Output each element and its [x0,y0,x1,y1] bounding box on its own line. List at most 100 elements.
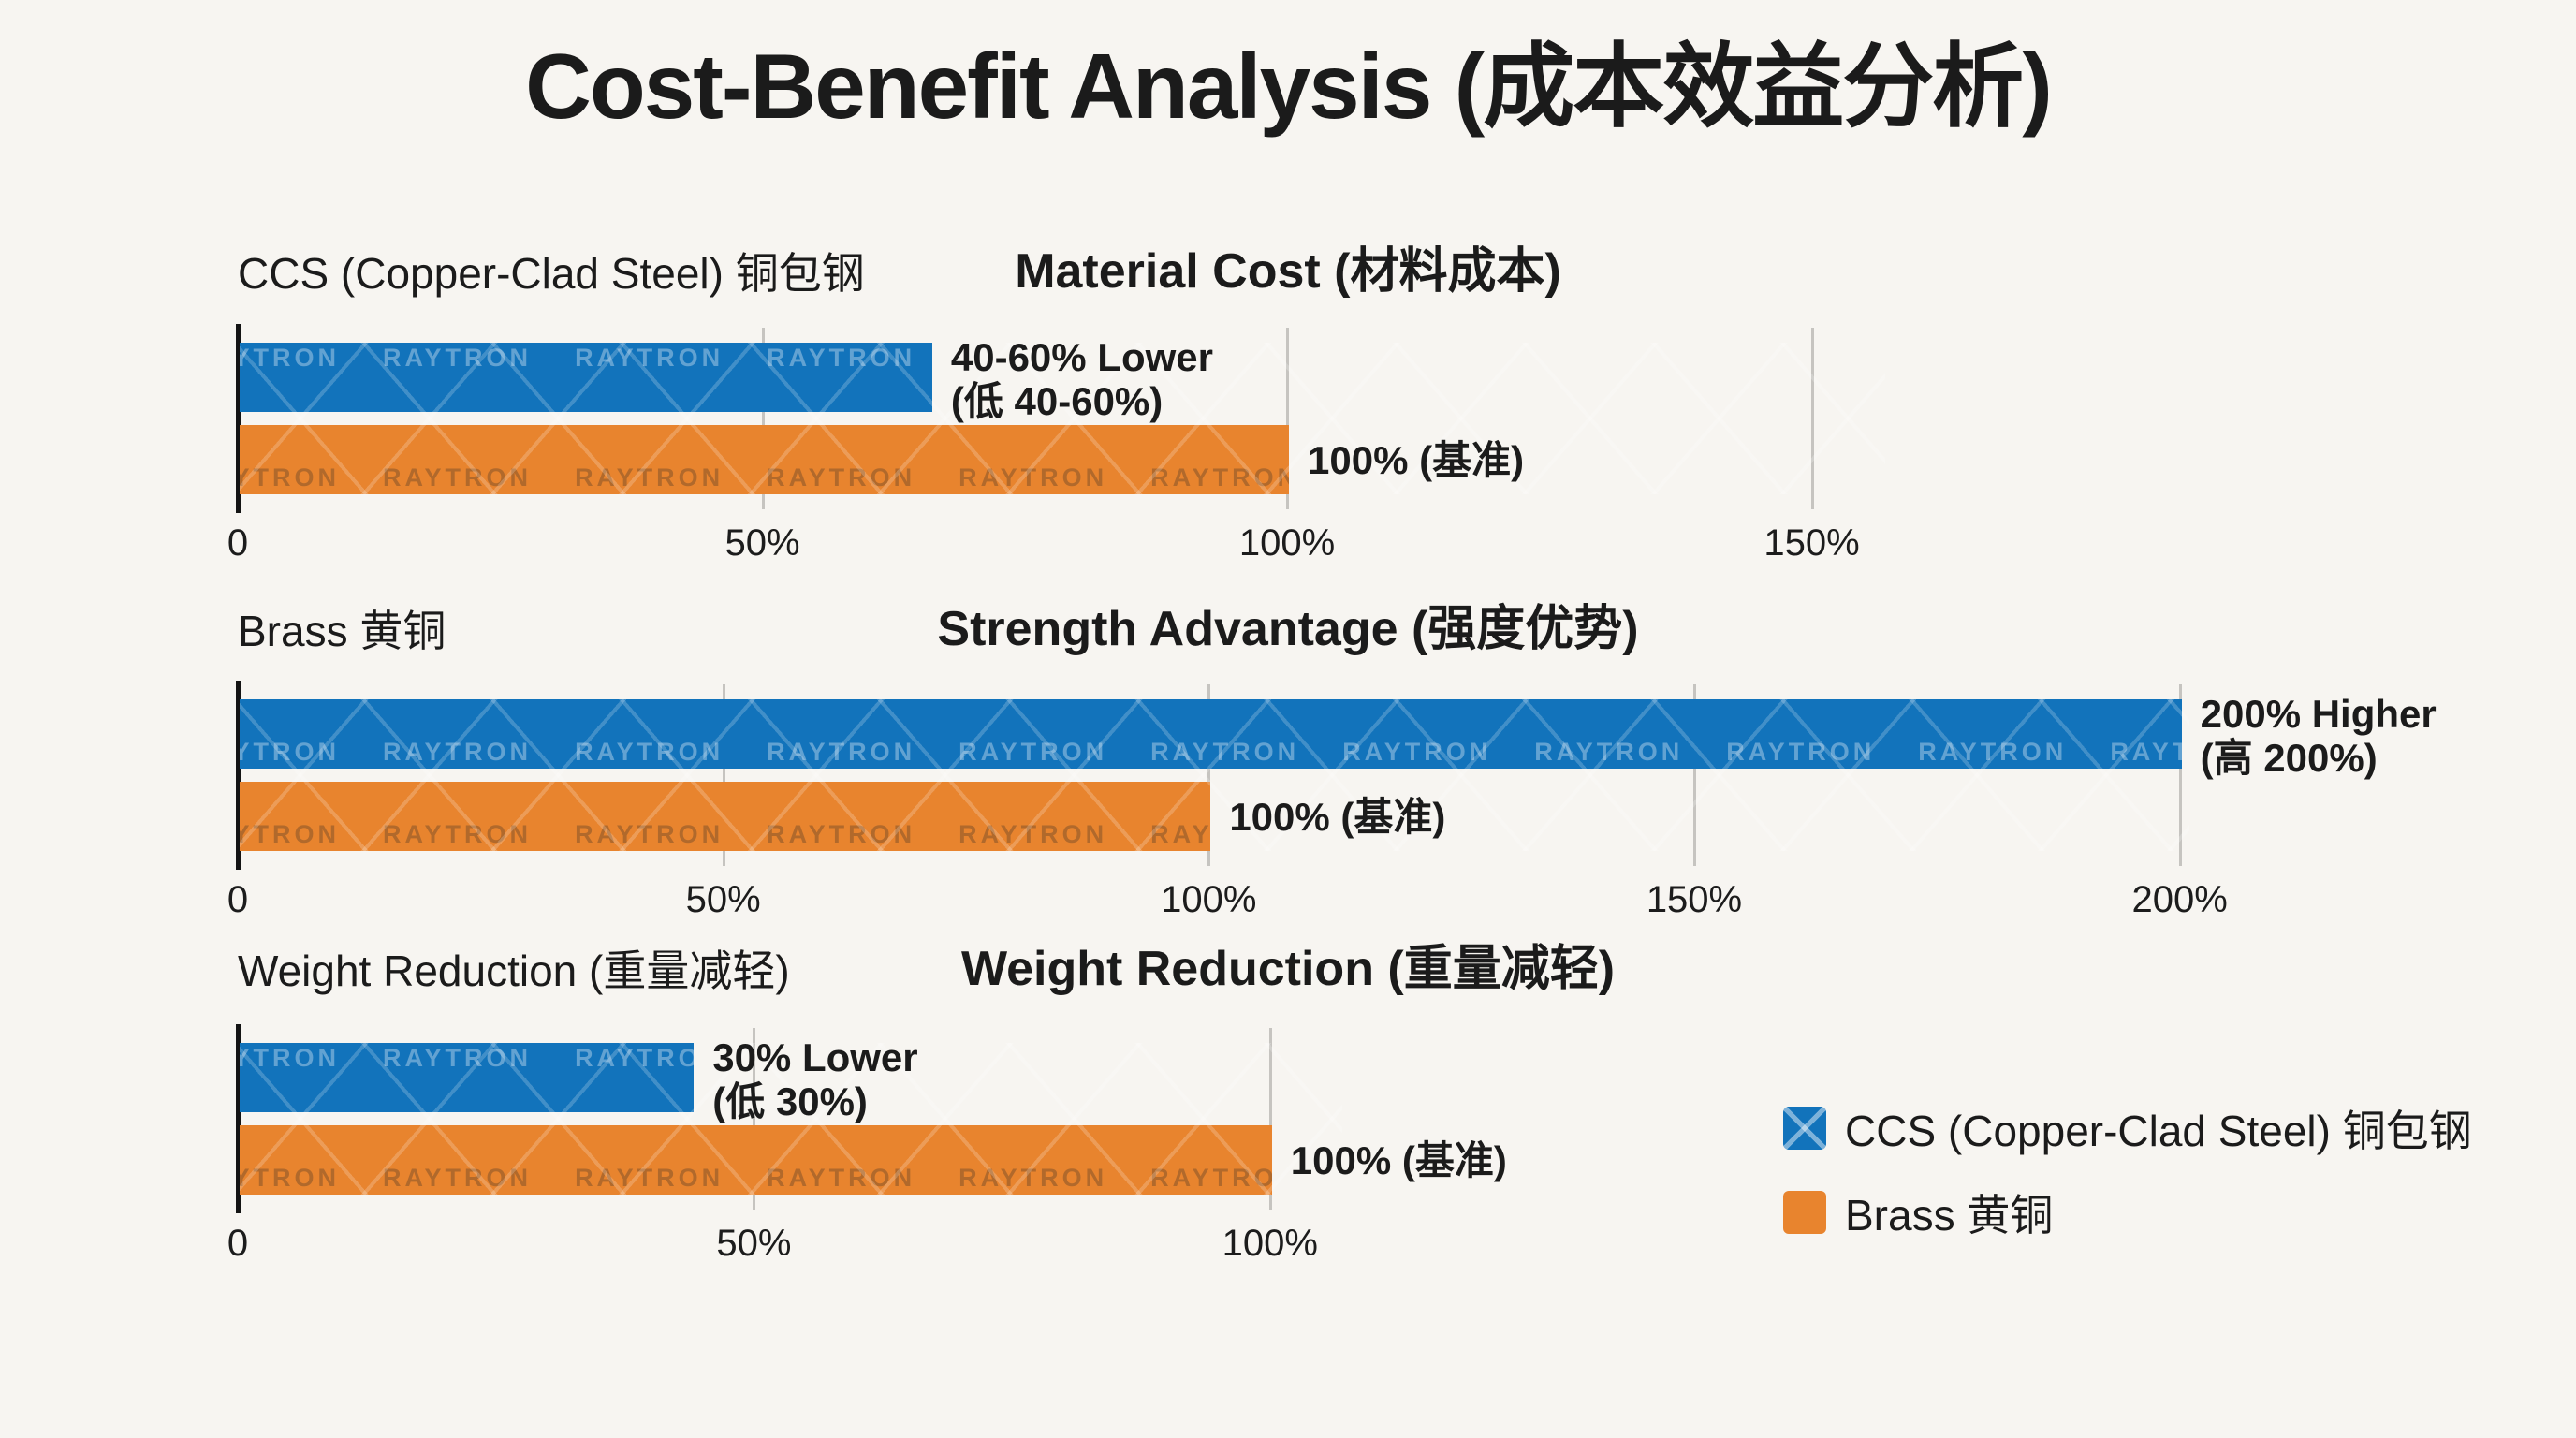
watermark-word: RAYTRON [575,463,724,492]
bar-value-line: 30% Lower [712,1035,918,1079]
watermark-word: RAYTRON [383,463,533,492]
gridline [1268,1028,1272,1210]
watermark-word: RAYTRON [767,820,916,848]
watermark-word: RAYTRON [575,344,724,372]
watermark-word: RAYTRON [959,1164,1108,1192]
watermark-word: RAYTRON [767,738,916,766]
watermark-word: RAYTRON [575,1044,695,1072]
bar-value-line: 200% Higher [2200,692,2437,736]
watermark-word: RAYTRON [2110,738,2181,766]
tick-label: 150% [1764,522,1860,564]
legend-swatch-ccs [1783,1107,1826,1150]
watermark-word: RAYTRON [959,463,1108,492]
watermark-word: RAYTRON [240,463,341,492]
bar-value-label: 100% (基准) [1229,795,1445,839]
row-label: CCS (Copper-Clad Steel) 铜包钢 [238,249,865,298]
bar-brass: RAYTRON RAYTRON RAYTRON RAYTRON RAYTRON RAYTR… [240,425,1290,494]
watermark-word: RAYTRON [1150,738,1300,766]
watermark-word: RAYTRON [767,344,916,372]
gridline [1810,328,1814,509]
watermark-text: RAYTRON RAYTRON RAYTRON RAYTRON RAYTRON RAYTR… [240,1166,1272,1191]
watermark-word: RAYTRON [240,820,341,848]
legend-item-brass: Brass 黄铜 [1783,1181,2472,1243]
watermark-word: RAYTRON [383,820,533,848]
axis-line [236,1024,241,1213]
plot-area: 050%100%RAYTRONRAYTRONRAYTRONRAYTRONRAYT… [227,1024,1507,1264]
watermark-word: RAYTRON [240,1164,341,1192]
tick-label: 100% [1222,1223,1318,1264]
axis-line [236,681,241,870]
tick-label: 0 [227,1223,249,1264]
bar-brass: RAYTRON RAYTRON RAYTRON RAYTRON RAYTRON RAYTR… [240,782,1211,851]
watermark-word: RAYTRON [1534,738,1684,766]
watermark-word: RAYTRON [240,344,341,372]
chart-title: Weight Reduction (重量减轻) [960,942,1616,996]
bar-value-line: (高 200%) [2200,736,2378,781]
watermark-word: RAYTRON [1150,1164,1272,1192]
gridline [2178,684,2182,866]
bar-value-line: (低 40-60%) [950,379,1164,424]
bar-value-line: (低 30%) [712,1079,868,1124]
gridline [1208,684,1211,866]
gridline [1692,684,1696,866]
page-title: Cost-Benefit Analysis (成本效益分析) [525,35,2053,138]
row-label: Weight Reduction (重量减轻) [238,946,790,995]
bar-value-line: 40-60% Lower [950,335,1213,379]
chart-title: Strength Advantage (强度优势) [937,602,1639,656]
watermark-word: RAYTRON [240,1044,341,1072]
gridline [753,1028,756,1210]
tick-label: 50% [724,522,800,564]
chart-title: Material Cost (材料成本) [1015,244,1561,299]
watermark-word: RAYTRON [959,820,1108,848]
bar-value-label: 200% Higher (高 200%) [2201,692,2437,781]
bar-value-label: 100% (基准) [1291,1138,1507,1182]
bar-value-label: 30% Lower (低 30%) [712,1035,917,1124]
bar-ccs: RAYTRON RAYTRON RAYTRON RAYTRON RAYTRON RAYTR… [240,699,2182,769]
legend-item-ccs: CCS (Copper-Clad Steel) 铜包钢 [1783,1097,2472,1159]
tick-label: 50% [685,879,761,920]
watermark-word: RAYTRON [1726,738,1876,766]
watermark-word: RAYTRON [767,463,916,492]
bar-ccs: RAYTRONRAYTRONRAYTRONRAYTRONRAYTRONRAYTR… [240,343,932,412]
watermark-word: RAYTRON [1918,738,2068,766]
tick-label: 0 [227,879,249,920]
bar-value-label: 40-60% Lower (低 40-60%) [951,335,1213,424]
watermark-text: RAYTRONRAYTRONRAYTRONRAYTRONRAYTRONRAYTR… [240,1046,694,1071]
gridline [1286,328,1290,509]
watermark-word: RAYTRON [383,738,533,766]
watermark-word: RAYTRON [240,738,341,766]
chart-header: Weight Reduction (重量减轻) Weight Reduction … [0,932,2576,999]
axis-line [236,324,241,513]
watermark-text: RAYTRON RAYTRON RAYTRON RAYTRON RAYTRON RAYTR… [240,465,1289,491]
watermark-text: RAYTRON RAYTRON RAYTRON RAYTRON RAYTRON RAYTR… [240,822,1210,847]
tick-label: 0 [227,522,249,564]
watermark-word: RAYTRON [959,738,1108,766]
watermark-word: RAYTRON [575,820,724,848]
watermark-word: RAYTRON [767,1164,916,1192]
chart-header: Brass 黄铜 Strength Advantage (强度优势) [0,592,2576,659]
legend: CCS (Copper-Clad Steel) 铜包钢 Brass 黄铜 [1783,1097,2472,1266]
tick-label: 100% [1238,522,1336,564]
legend-label-ccs: CCS (Copper-Clad Steel) 铜包钢 [1845,1107,2472,1155]
watermark-word: RAYTRON [1150,463,1290,492]
tick-label: 200% [2131,879,2228,920]
plot-area: 050%100%150%200%RAYTRONRAYTRONRAYTRONRAY… [227,681,2437,920]
chart-header: CCS (Copper-Clad Steel) 铜包钢 Material Cost… [0,234,2576,301]
bar-ccs: RAYTRONRAYTRONRAYTRONRAYTRONRAYTRONRAYTR… [240,1043,695,1112]
gridline [722,684,725,866]
watermark-word: RAYTRON [383,1044,533,1072]
bar-value-line: 100% (基准) [1308,438,1525,482]
bar-brass: RAYTRON RAYTRON RAYTRON RAYTRON RAYTRON RAYTR… [240,1125,1272,1195]
watermark-word: RAYTRON [383,1164,533,1192]
watermark-word: RAYTRON [1150,820,1211,848]
watermark-word: RAYTRON [575,738,724,766]
row-label: Brass 黄铜 [238,607,446,655]
tick-label: 100% [1161,879,1257,920]
watermark-word: RAYTRON [1342,738,1492,766]
bar-value-line: 100% (基准) [1229,795,1446,839]
watermark-word: RAYTRON [575,1164,724,1192]
watermark-text: RAYTRONRAYTRONRAYTRONRAYTRONRAYTRONRAYTR… [240,345,932,371]
watermark-text: RAYTRON RAYTRON RAYTRON RAYTRON RAYTRON RAYTR… [240,740,2182,765]
tick-label: 50% [716,1223,792,1264]
